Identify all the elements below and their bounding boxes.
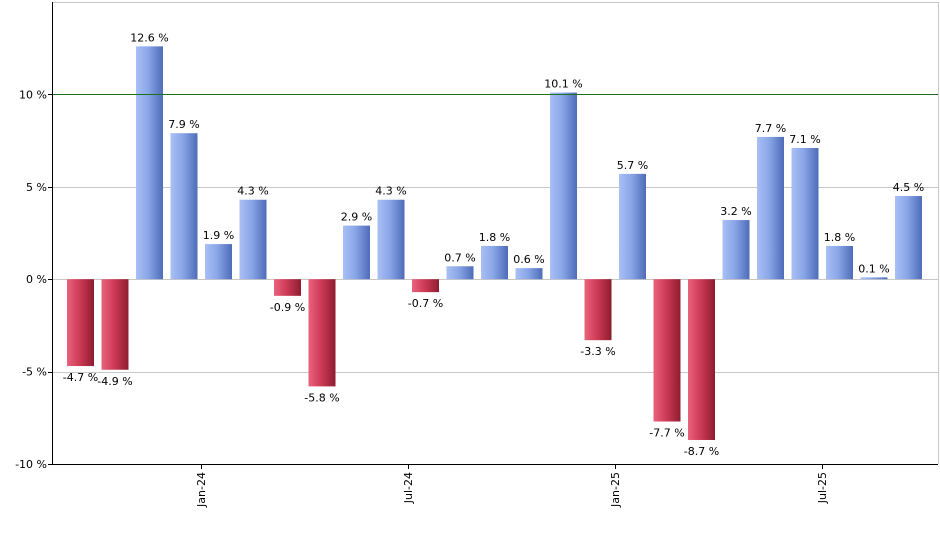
- bar-negative: [274, 279, 301, 296]
- data-label: 2.9 %: [341, 211, 372, 224]
- bar-negative: [67, 279, 94, 367]
- bar-positive: [136, 46, 163, 280]
- y-tick-label: -5 %: [22, 366, 47, 379]
- bar-positive: [826, 245, 853, 280]
- bar-positive: [757, 136, 784, 280]
- bar-negative: [653, 279, 681, 422]
- bar-positive: [791, 147, 819, 280]
- y-tick-label: 0 %: [26, 273, 47, 286]
- bar-negative: [688, 279, 715, 440]
- data-label: -3.3 %: [580, 345, 615, 358]
- data-label: 4.3 %: [375, 185, 406, 198]
- x-tick-label: Jul-24: [402, 472, 415, 504]
- bar-positive: [550, 92, 577, 280]
- bar-negative: [101, 279, 129, 370]
- data-label: 4.3 %: [237, 185, 268, 198]
- data-label: 7.7 %: [755, 122, 786, 135]
- data-label: 7.1 %: [789, 133, 820, 146]
- data-label: 1.8 %: [824, 231, 855, 244]
- data-label: 5.7 %: [617, 159, 648, 172]
- axis-layer: 10 % 5 % 0 % -5 % -10 % Jan-24 Jul-24 Jan-25 Jul…: [15, 2, 938, 508]
- data-label: 10.1 %: [544, 78, 582, 91]
- y-tick-label: -10 %: [15, 458, 47, 471]
- data-label: 3.2 %: [720, 205, 751, 218]
- x-tick-label: Jan-24: [195, 472, 208, 508]
- bars-layer: [67, 46, 922, 440]
- bar-positive: [205, 244, 232, 280]
- data-label: 12.6 %: [130, 31, 168, 44]
- bar-positive: [895, 196, 922, 280]
- data-label: 1.8 %: [479, 231, 510, 244]
- data-label: -7.7 %: [649, 426, 684, 439]
- bar-positive: [515, 268, 543, 280]
- data-label: 7.9 %: [168, 118, 199, 131]
- bar-negative: [412, 279, 439, 293]
- data-label: 0.7 %: [444, 251, 475, 264]
- x-tick-label: Jan-25: [609, 472, 622, 508]
- bar-positive: [170, 133, 198, 280]
- x-tick-label: Jul-25: [816, 472, 829, 504]
- bar-positive: [377, 199, 405, 280]
- bar-positive: [619, 173, 646, 280]
- bar-positive: [481, 245, 508, 280]
- data-label: -8.7 %: [684, 445, 719, 458]
- data-label: -4.9 %: [97, 375, 132, 388]
- bar-positive: [239, 199, 267, 280]
- data-labels-layer: -4.7 % -4.9 % 12.6 % 7.9 % 1.9 % 4.3 % -0.9 % -…: [63, 31, 924, 458]
- data-label: 0.6 %: [513, 253, 544, 266]
- y-tick-label: 5 %: [26, 181, 47, 194]
- data-label: 1.9 %: [203, 229, 234, 242]
- bar-negative: [308, 279, 336, 387]
- data-label: 4.5 %: [893, 181, 924, 194]
- y-tick-label: 10 %: [19, 88, 47, 101]
- data-label: 0.1 %: [858, 262, 889, 275]
- bar-positive: [860, 277, 888, 280]
- bar-positive: [343, 225, 370, 280]
- data-label: -0.9 %: [270, 301, 305, 314]
- bar-positive: [446, 266, 474, 280]
- bar-positive: [722, 220, 750, 280]
- bar-negative: [584, 279, 612, 341]
- data-label: -0.7 %: [408, 297, 443, 310]
- data-label: -4.7 %: [63, 371, 98, 384]
- data-label: -5.8 %: [304, 391, 339, 404]
